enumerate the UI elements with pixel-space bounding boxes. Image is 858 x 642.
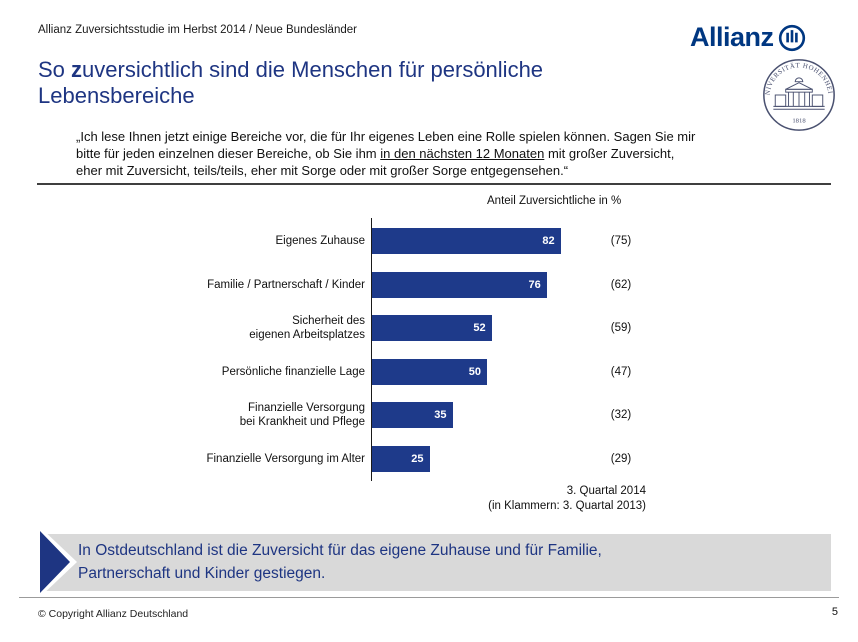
bar-value-label: 76 [528,279,541,291]
bar-value-label: 35 [434,409,447,421]
header-study-label: Allianz Zuversichtsstudie im Herbst 2014… [38,24,357,36]
page-title: So zuversichtlich sind die Menschen für … [38,57,544,108]
bar: 76 [372,272,547,298]
chart-axis-line [371,218,372,481]
title-emphasis: z [71,57,83,82]
category-label: Familie / Partnerschaft / Kinder [207,279,365,291]
callout-text: In Ostdeutschland ist die Zuversicht für… [78,542,602,582]
bar: 50 [372,359,487,385]
previous-value-label: (59) [610,322,632,334]
category-label: Finanzielle Versorgung bei Krankheit und… [239,402,365,428]
chart-row: Eigenes Zuhause 82 (75) [0,228,858,254]
university-seal: UNIVERSITÄT HOHENHEIM 1818 [758,52,837,134]
previous-value-label: (32) [610,409,632,421]
page-title-line2: Lebensbereiche [38,83,195,108]
bar: 35 [372,402,453,428]
divider-line [37,183,831,185]
chart-period-note: 3. Quartal 2014 (in Klammern: 3. Quartal … [488,485,646,512]
intro-quote: „Ich lese Ihnen jetzt einige Bereiche vo… [76,129,696,178]
chart-row: Sicherheit des eigenen Arbeitsplatzes 52… [0,315,858,341]
allianz-eagle-icon [778,24,806,52]
previous-value-label: (47) [610,366,632,378]
allianz-logo: Allianz [690,22,806,53]
category-label: Eigenes Zuhause [275,235,365,247]
bar: 25 [372,446,430,472]
bar-value-label: 50 [468,366,481,378]
footer-divider [19,597,839,598]
page-number: 5 [831,606,838,618]
bar-value-label: 25 [411,453,424,465]
chart-row: Persönliche finanzielle Lage 50 (47) [0,359,858,385]
category-label: Finanzielle Versorgung im Alter [206,453,365,465]
chart-row: Finanzielle Versorgung bei Krankheit und… [0,402,858,428]
previous-value-label: (75) [610,235,632,247]
previous-value-label: (62) [610,279,632,291]
chart-title: Anteil Zuversichtliche in % [487,195,622,207]
bar-value-label: 52 [473,322,486,334]
allianz-wordmark: Allianz [690,22,774,52]
category-label: Sicherheit des eigenen Arbeitsplatzes [249,315,365,341]
chart-row: Familie / Partnerschaft / Kinder 76 (62) [0,272,858,298]
quote-underlined-phrase: in den nächsten 12 Monaten [380,146,545,161]
chart-row: Finanzielle Versorgung im Alter 25 (29) [0,446,858,472]
seal-year: 1818 [792,118,806,125]
footer-copyright: © Copyright Allianz Deutschland [38,608,189,620]
bar: 82 [372,228,561,254]
category-label: Persönliche finanzielle Lage [221,366,365,378]
bar-value-label: 82 [542,235,555,247]
previous-value-label: (29) [610,453,632,465]
bar: 52 [372,315,492,341]
callout-box [40,534,831,591]
